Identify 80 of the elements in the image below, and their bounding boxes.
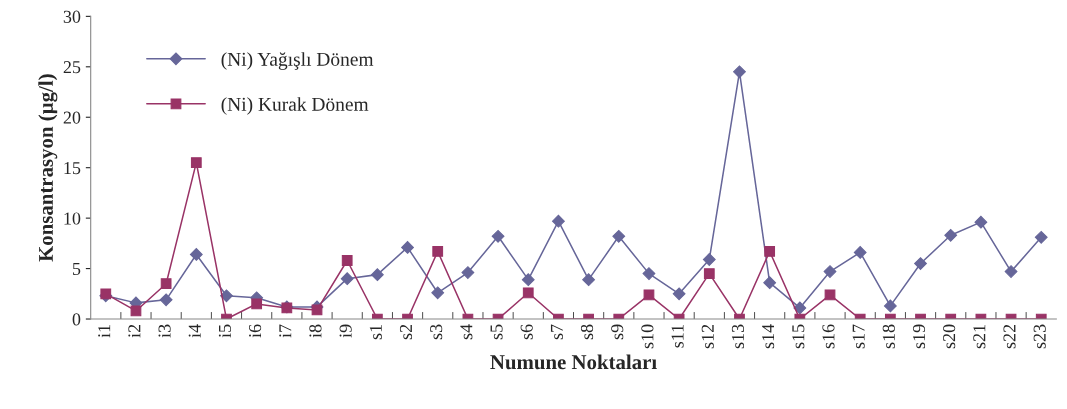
x-tick-label: s18 [882,324,895,349]
point [251,298,263,310]
point [491,229,505,243]
point [461,266,475,280]
x-tick-label: s6 [520,324,533,340]
x-tick-label: s9 [611,324,624,340]
point [764,246,776,257]
y-tick-label: 0 [72,313,81,326]
y-tick-label: 15 [64,162,81,175]
point [643,289,655,301]
point [763,276,777,290]
x-tick-label: s13 [731,324,744,349]
point [1004,265,1018,279]
x-tick-label: s12 [701,324,714,349]
x-tick-label: i8 [309,324,322,338]
x-tick-label: s21 [973,324,986,349]
point [190,157,202,169]
x-tick-label: i9 [339,324,352,338]
x-axis-title: Numune Noktaları [490,354,657,370]
x-tick-label: s4 [460,324,473,340]
y-tick-label: 20 [63,111,81,124]
x-tick-label: s23 [1033,324,1046,349]
point [341,255,353,266]
y-tick-label: 30 [63,10,81,23]
x-tick-label: s17 [852,324,865,349]
point [703,268,715,279]
y-tick-label: 25 [63,61,81,74]
x-tick-label: i1 [98,324,111,338]
y-axis-title: Konsantrasyon (µg/l) [38,74,58,262]
point [432,246,444,257]
point [642,267,656,281]
x-tick-label: s5 [490,324,503,340]
x-tick-label: s20 [943,324,956,349]
x-tick-label: s3 [430,324,443,340]
legend-label: (Ni) Kurak Dönem [221,97,369,115]
point [401,240,414,254]
point [522,287,534,299]
x-tick-label: s2 [399,324,413,340]
point [340,272,354,286]
x-tick-label: s19 [912,324,926,349]
x-tick-label: s14 [762,324,775,349]
x-tick-label: s7 [550,324,563,340]
y-tick-label: 5 [72,263,81,276]
x-tick-label: s8 [580,324,594,340]
y-tick-label: 10 [64,212,81,225]
x-tick-label: s11 [671,324,684,348]
x-tick-label: s15 [792,324,805,349]
point [702,253,716,266]
x-tick-label: s22 [1003,324,1016,349]
point [974,215,988,229]
point [914,257,927,270]
point [159,293,173,307]
point [672,287,686,301]
point [160,278,172,290]
point [552,214,565,228]
point [733,65,746,79]
x-tick-label: i5 [218,324,232,338]
point [793,301,807,315]
point [370,268,384,282]
point [521,273,535,287]
x-tick-label: s16 [822,324,835,349]
point [582,273,596,287]
point [220,289,233,303]
x-tick-label: i3 [158,324,171,338]
x-tick-label: i2 [128,324,141,338]
x-tick-label: s1 [369,324,382,340]
point [883,299,897,313]
point [944,228,958,242]
legend-label: (Ni) Yağışlı Dönem [221,52,374,70]
x-tick-label: i7 [279,324,292,338]
point [823,265,837,279]
point [1034,230,1048,244]
point [853,246,867,259]
point [189,248,203,261]
point [824,289,836,301]
point [612,229,626,243]
x-tick-label: i4 [188,324,201,338]
x-tick-label: i6 [249,324,262,338]
point [431,286,445,300]
x-tick-label: s10 [641,324,654,349]
